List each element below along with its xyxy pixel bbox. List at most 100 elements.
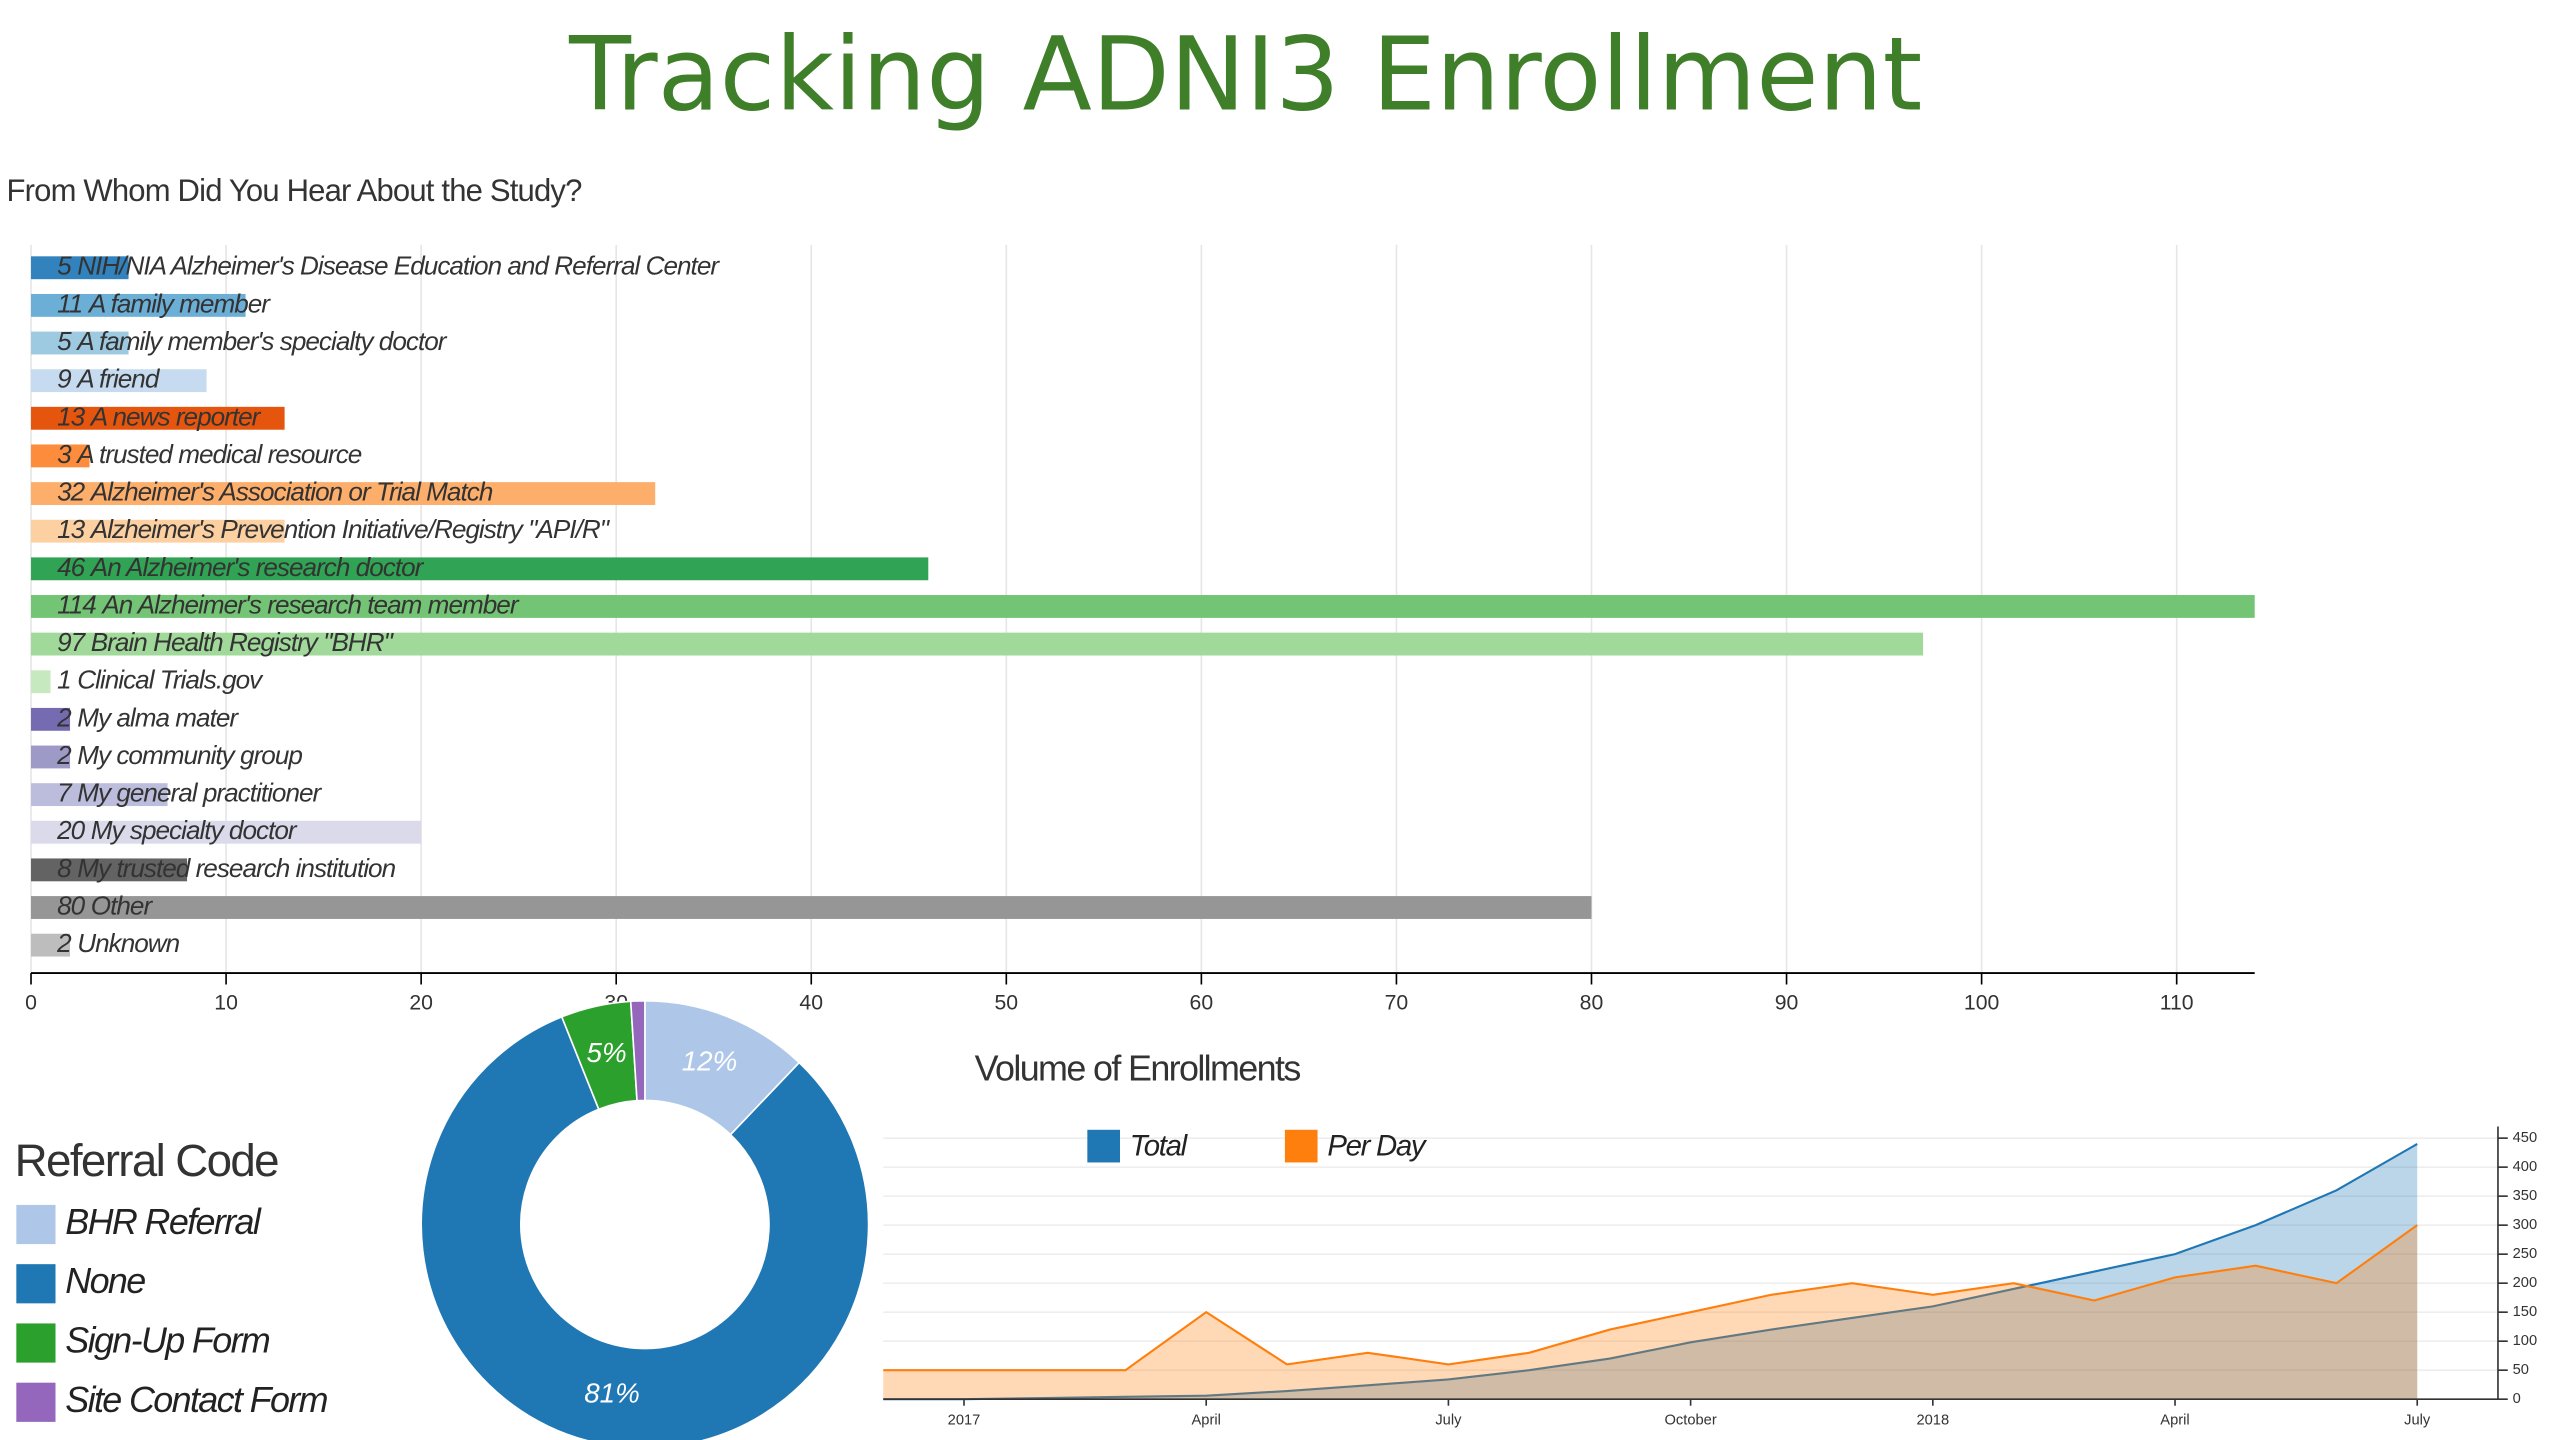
- bar-category: A friend: [75, 364, 161, 394]
- bar-value: 7: [57, 778, 73, 808]
- bar-category: Unknown: [77, 928, 179, 958]
- bar: [31, 933, 71, 957]
- legend-label: Site Contact Form: [65, 1379, 327, 1420]
- bar: [31, 896, 1592, 919]
- x-tick-label: 10: [214, 992, 238, 1015]
- y-tick-label: 100: [2513, 1333, 2538, 1349]
- bar-value: 3: [57, 439, 72, 469]
- bar-category: Alzheimer's Prevention Initiative/Regist…: [89, 514, 611, 544]
- donut-slice: [420, 1015, 870, 1440]
- bar-label: 7 My general practitioner: [57, 778, 322, 808]
- legend-label: Total: [1130, 1130, 1189, 1163]
- bar-category: A family member: [87, 288, 271, 318]
- legend-title: Referral Code: [15, 1135, 278, 1186]
- bar-label: 13 Alzheimer's Prevention Initiative/Regi…: [57, 514, 611, 544]
- area-line: [883, 1224, 2418, 1372]
- bar: [31, 293, 246, 317]
- x-tick-label: 20: [409, 992, 433, 1015]
- bar-category: A family member's specialty doctor: [75, 326, 448, 356]
- chart-title: Volume of Enrollments: [975, 1048, 1301, 1089]
- y-tick-label: 150: [2513, 1304, 2538, 1320]
- bar-category: Alzheimer's Association or Trial Match: [89, 476, 493, 506]
- legend-swatch: [16, 1264, 56, 1304]
- area-fill: [883, 1143, 2418, 1400]
- bar-value: 80: [57, 890, 86, 920]
- bar-label: 2 Unknown: [56, 928, 180, 958]
- bar-category: Other: [91, 890, 154, 920]
- bar-value: 5: [57, 326, 72, 356]
- legend-label: None: [65, 1260, 145, 1301]
- x-tick-label: 70: [1385, 992, 1409, 1015]
- bar: [31, 444, 90, 468]
- legend-label: BHR Referral: [65, 1201, 262, 1242]
- bar-value: 2: [56, 702, 72, 732]
- bar-value: 114: [57, 589, 96, 619]
- x-tick-label: July: [2404, 1412, 2431, 1428]
- bar-category: An Alzheimer's research doctor: [89, 552, 425, 582]
- legend-label: Sign-Up Form: [65, 1320, 270, 1361]
- bar: [31, 745, 71, 769]
- bar-label: 80 Other: [57, 890, 153, 920]
- bar-label: 2 My community group: [56, 740, 302, 770]
- y-tick-label: 350: [2513, 1188, 2538, 1204]
- bar-label: 2 My alma mater: [56, 702, 239, 732]
- slice-label: 5%: [587, 1037, 627, 1068]
- bar-category: A trusted medical resource: [75, 439, 362, 469]
- bar-category: My trusted research institution: [77, 853, 395, 883]
- bar-value: 2: [56, 928, 72, 958]
- bar-category: A news reporter: [89, 401, 262, 431]
- bar-label: 114 An Alzheimer's research team member: [57, 589, 520, 619]
- bar-value: 1: [57, 665, 71, 695]
- bar-value: 97: [57, 627, 87, 657]
- bar-category: Clinical Trials.gov: [77, 665, 264, 695]
- bar: [31, 670, 51, 694]
- slice-label: 81%: [584, 1378, 640, 1409]
- y-tick-label: 50: [2513, 1362, 2529, 1378]
- bar: [31, 632, 1924, 656]
- legend-swatch: [16, 1382, 56, 1422]
- y-tick-label: 400: [2513, 1159, 2538, 1175]
- slice-label: 12%: [682, 1045, 738, 1076]
- area-line: [883, 1143, 2418, 1401]
- bar: [31, 820, 422, 844]
- y-tick-label: 200: [2513, 1275, 2538, 1291]
- bar: [31, 783, 168, 807]
- bar: [31, 331, 129, 355]
- x-tick-label: 110: [2160, 992, 2194, 1015]
- legend-swatch: [1284, 1129, 1318, 1163]
- x-tick-label: 80: [1580, 992, 1604, 1015]
- bar: [31, 482, 656, 505]
- bar-category: NIH/NIA Alzheimer's Disease Education an…: [77, 251, 720, 281]
- y-tick-label: 0: [2513, 1391, 2521, 1407]
- bar-value: 20: [56, 815, 86, 845]
- x-tick-label: 0: [25, 992, 37, 1015]
- slide-title: Tracking ADNI3 Enrollment: [568, 15, 1922, 133]
- legend-label: Per Day: [1327, 1130, 1428, 1163]
- bar-value: 11: [57, 288, 82, 318]
- bar-label: 1 Clinical Trials.gov: [57, 665, 264, 695]
- donut-slice: [629, 999, 646, 1102]
- x-tick-label: 100: [1964, 992, 1999, 1015]
- bar: [31, 707, 71, 731]
- bar: [31, 406, 285, 430]
- bar-category: My general practitioner: [77, 778, 322, 808]
- x-tick-label: 50: [995, 992, 1019, 1015]
- y-tick-label: 450: [2513, 1130, 2538, 1146]
- bar: [31, 369, 207, 393]
- x-tick-label: 90: [1775, 992, 1799, 1015]
- bar-value: 32: [57, 476, 86, 506]
- bar-value: 13: [57, 514, 86, 544]
- bar-label: 5 NIH/NIA Alzheimer's Disease Education a…: [57, 251, 720, 281]
- bar-value: 9: [57, 364, 71, 394]
- bar-label: 32 Alzheimer's Association or Trial Match: [57, 476, 493, 506]
- bar-category: An Alzheimer's research team member: [100, 589, 519, 619]
- x-tick-label: April: [1192, 1412, 1221, 1428]
- bar: [31, 519, 285, 543]
- bar-value: 46: [57, 552, 86, 582]
- y-tick-label: 250: [2513, 1246, 2538, 1262]
